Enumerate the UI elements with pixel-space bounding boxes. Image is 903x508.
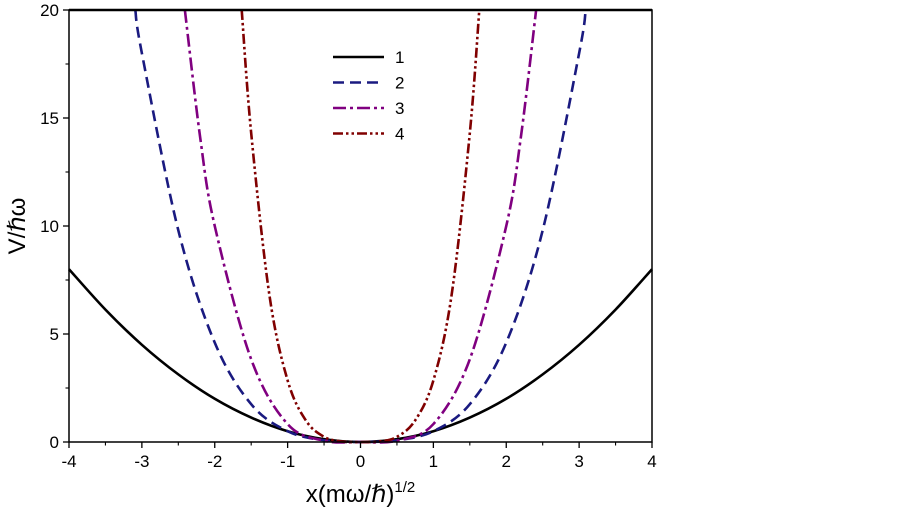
series-3-line (183, 9, 538, 444)
x-axis-ticks: -4 -3 -2 -1 0 1 2 3 4 (61, 442, 657, 471)
y-tick-label: 20 (40, 1, 59, 20)
x-tick-label: 0 (356, 452, 365, 471)
series-4-line (240, 9, 481, 444)
plot-frame (68, 9, 653, 443)
legend: 1 2 3 4 (333, 48, 404, 144)
series-2-line (134, 9, 587, 444)
x-tick-label: 1 (429, 452, 438, 471)
y-tick-label: 0 (50, 433, 59, 452)
y-tick-label: 5 (50, 325, 59, 344)
x-axis-label: x(mω/ℏ)1/2 (306, 479, 415, 508)
legend-label-4: 4 (395, 125, 404, 144)
x-tick-label: 4 (647, 452, 656, 471)
legend-label-2: 2 (395, 74, 404, 93)
curves-layer (68, 9, 653, 444)
x-tick-label: 2 (502, 452, 511, 471)
x-tick-label: -4 (61, 452, 76, 471)
x-axis-label-exponent: 1/2 (394, 479, 415, 496)
x-tick-label: -3 (134, 452, 149, 471)
y-axis-label: V/ℏω (4, 198, 31, 255)
x-tick-label: -2 (207, 452, 222, 471)
x-axis-label-base: x(mω/ℏ) (306, 481, 395, 508)
y-tick-label: 15 (40, 109, 59, 128)
y-tick-label: 10 (40, 217, 59, 236)
series-1-line (68, 268, 653, 444)
y-axis-ticks: 0 5 10 15 20 (40, 1, 69, 452)
legend-label-1: 1 (395, 48, 404, 67)
x-tick-label: -1 (280, 452, 295, 471)
legend-label-3: 3 (395, 99, 404, 118)
x-tick-label: 3 (574, 452, 583, 471)
